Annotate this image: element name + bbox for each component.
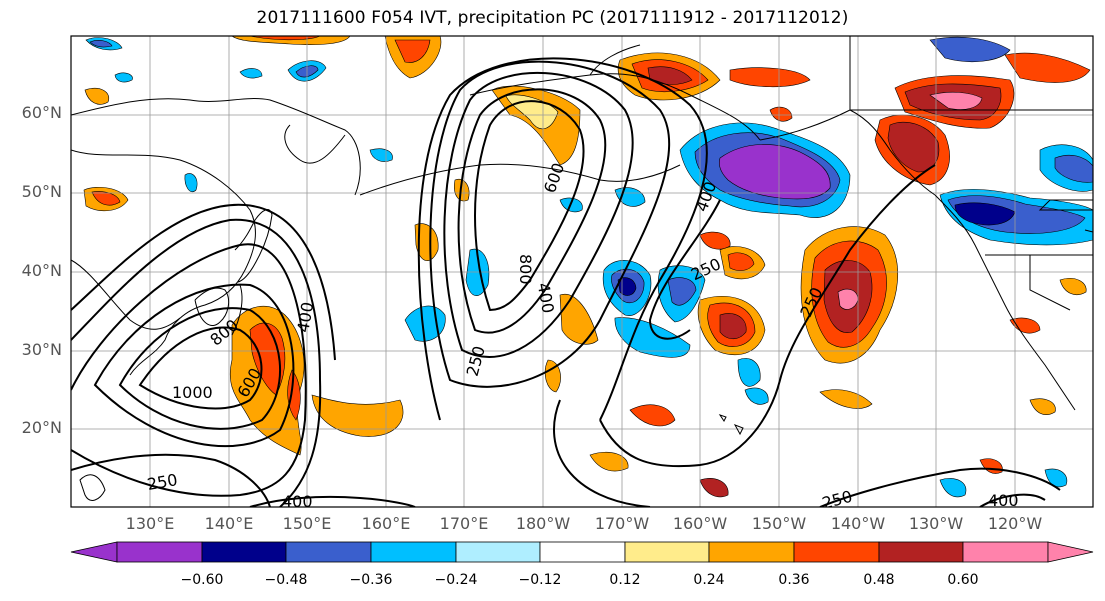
contour-label: 1000 [172, 383, 213, 402]
map-title: 2017111600 F054 IVT, precipitation PC (2… [256, 8, 849, 28]
colorbar-tick: 0.12 [609, 572, 641, 588]
lon-label-140e: 140°E [204, 514, 254, 533]
colorbar-tick: −0.36 [349, 572, 393, 588]
colorbar-tick: 0.36 [778, 572, 810, 588]
lon-label-150e: 150°E [282, 514, 332, 533]
colorbar-tick: 0.60 [947, 572, 979, 588]
lon-label-160w: 160°W [672, 514, 728, 533]
lat-label-60n: 60°N [21, 103, 62, 122]
colorbar-tick: −0.12 [518, 572, 562, 588]
contour-label: 400 [282, 492, 313, 511]
map-plot-area: 1000 800 600 400 800 600 400 250 400 250… [71, 36, 1093, 513]
lon-label-170w: 170°W [594, 514, 650, 533]
contour-label: 400 [988, 491, 1019, 510]
lon-label-180w: 180°W [515, 514, 571, 533]
lon-label-140w: 140°W [830, 514, 886, 533]
map-frame [70, 35, 1094, 508]
lat-label-40n: 40°N [21, 261, 62, 280]
colorbar-tick: 0.48 [863, 572, 895, 588]
lat-label-30n: 30°N [21, 340, 62, 359]
colorbar-tick: −0.24 [434, 572, 478, 588]
colorbar-tick: −0.60 [180, 572, 224, 588]
lat-label-50n: 50°N [21, 182, 62, 201]
lon-label-150w: 150°W [751, 514, 807, 533]
colorbar-extend-low [70, 541, 118, 563]
lon-label-120w: 120°W [987, 514, 1043, 533]
lon-label-130e: 130°E [125, 514, 175, 533]
lon-label-170e: 170°E [439, 514, 489, 533]
ivt-contours [71, 57, 1061, 507]
lat-label-20n: 20°N [21, 418, 62, 437]
lon-label-160e: 160°E [361, 514, 411, 533]
lon-label-130w: 130°W [908, 514, 964, 533]
colorbar [70, 541, 1094, 563]
contour-label: 800 [516, 254, 535, 285]
colorbar-tick: −0.48 [264, 572, 308, 588]
contour-label: 250 [820, 487, 854, 513]
colorbar-extend-high [1047, 541, 1094, 563]
graticule [71, 36, 1093, 507]
colorbar-tick: 0.24 [693, 572, 725, 588]
